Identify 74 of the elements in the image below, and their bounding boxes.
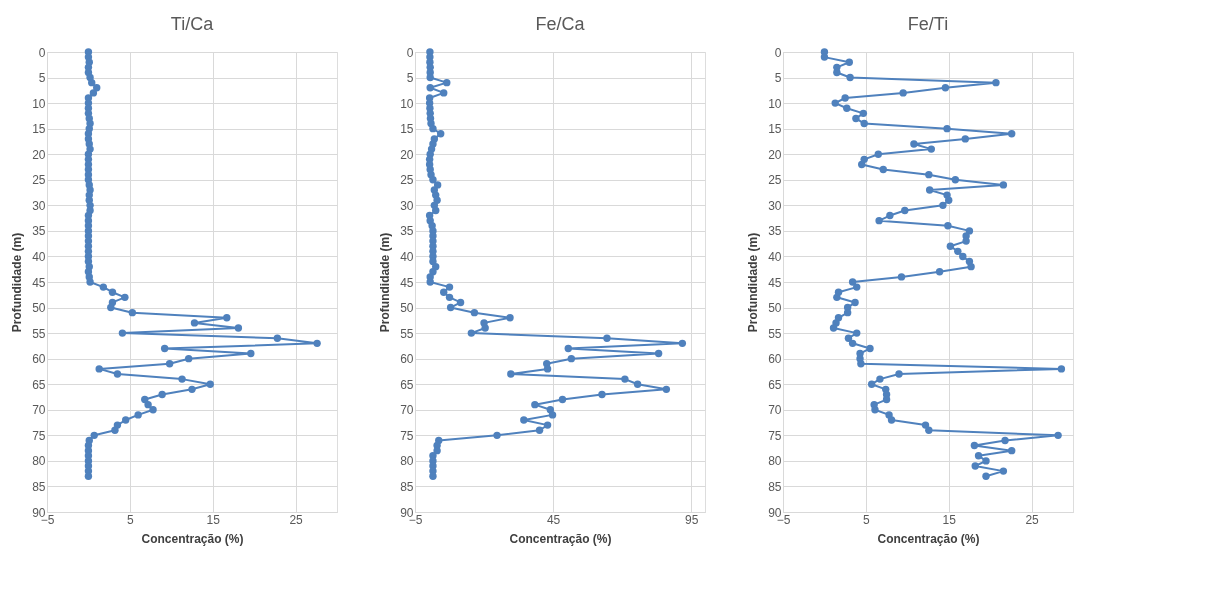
y-tick-label: 25 (768, 173, 782, 188)
y-tick-label: 40 (32, 249, 46, 264)
y-tick-label: 70 (400, 403, 414, 418)
y-tick-label: 25 (32, 173, 46, 188)
y-tick-label: 50 (400, 301, 414, 316)
chart-title: Fe/Ca (535, 14, 586, 34)
y-tick-label: 85 (400, 479, 414, 494)
y-tick-label: 60 (400, 352, 414, 367)
y-tick-label: 15 (768, 122, 782, 137)
y-tick-label: 55 (768, 326, 782, 341)
y-tick-label: 40 (400, 249, 414, 264)
y-tick-label: 15 (32, 122, 46, 137)
y-tick-label: 80 (32, 454, 46, 469)
y-tick-label: 60 (768, 352, 782, 367)
x-axis-title: Concentração (%) (141, 531, 244, 546)
x-tick-label: 5 (127, 512, 135, 527)
y-tick-label: 80 (768, 454, 782, 469)
y-tick-label: 75 (32, 428, 46, 443)
x-axis-title: Concentração (%) (509, 531, 612, 546)
y-tick-label: 35 (768, 224, 782, 239)
y-tick-label: 10 (400, 96, 414, 111)
y-tick-label: 0 (774, 45, 782, 60)
x-tick-label: 25 (1025, 512, 1040, 527)
x-tick-label: 45 (546, 512, 561, 527)
y-tick-label: 10 (768, 96, 782, 111)
y-tick-label: 35 (400, 224, 414, 239)
y-tick-label: 50 (768, 301, 782, 316)
y-tick-label: 65 (768, 377, 782, 392)
y-tick-label: 70 (32, 403, 46, 418)
y-tick-label: 25 (400, 173, 414, 188)
y-tick-label: 90 (768, 505, 782, 520)
x-axis-title: Concentração (%) (877, 531, 980, 546)
chart-title: Fe/Ti (907, 14, 949, 34)
x-tick-label: 5 (863, 512, 871, 527)
x-tick-label: 15 (942, 512, 957, 527)
y-tick-label: 30 (400, 198, 414, 213)
y-tick-label: 45 (768, 275, 782, 290)
y-tick-label: 55 (400, 326, 414, 341)
y-tick-label: 35 (32, 224, 46, 239)
y-tick-label: 40 (768, 249, 782, 264)
y-tick-label: 30 (768, 198, 782, 213)
y-tick-label: 60 (32, 352, 46, 367)
y-tick-label: 70 (768, 403, 782, 418)
y-tick-label: 85 (768, 479, 782, 494)
y-tick-label: 85 (32, 479, 46, 494)
y-tick-label: 20 (768, 147, 782, 162)
y-tick-label: 15 (400, 122, 414, 137)
x-tick-label: 95 (685, 512, 699, 527)
y-tick-label: 65 (400, 377, 414, 392)
y-tick-label: 5 (38, 71, 46, 86)
y-tick-label: 5 (406, 71, 414, 86)
y-tick-label: 65 (32, 377, 46, 392)
y-axis-title: Profundidade (m) (10, 232, 25, 333)
y-tick-label: 0 (38, 45, 46, 60)
y-tick-label: 30 (32, 198, 46, 213)
y-tick-label: 20 (32, 147, 46, 162)
y-tick-label: 90 (32, 505, 46, 520)
y-tick-label: 80 (400, 454, 414, 469)
y-tick-label: 0 (406, 45, 414, 60)
y-axis-title: Profundidade (m) (746, 232, 761, 333)
y-tick-label: 45 (32, 275, 46, 290)
y-tick-label: 75 (768, 428, 782, 443)
y-axis-title: Profundidade (m) (378, 232, 393, 333)
y-tick-label: 55 (32, 326, 46, 341)
y-tick-label: 90 (400, 505, 414, 520)
x-tick-label: 15 (206, 512, 221, 527)
y-tick-label: 5 (774, 71, 782, 86)
y-tick-label: 45 (400, 275, 414, 290)
x-tick-label: 25 (289, 512, 304, 527)
y-tick-label: 75 (400, 428, 414, 443)
y-tick-label: 20 (400, 147, 414, 162)
y-tick-label: 50 (32, 301, 46, 316)
chart-title: Ti/Ca (170, 14, 215, 34)
y-tick-label: 10 (32, 96, 46, 111)
